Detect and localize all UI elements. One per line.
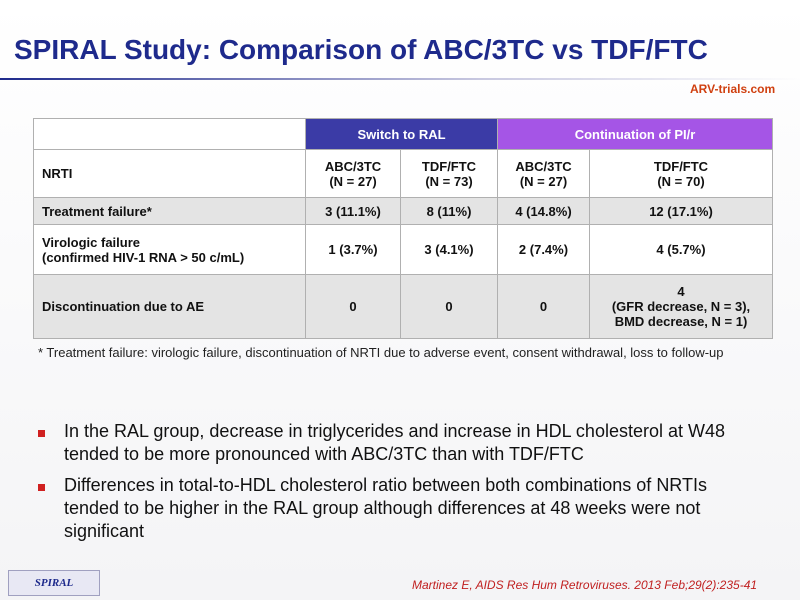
cell-text: Virologic failure (42, 234, 141, 250)
cell-text: 0 (349, 299, 357, 314)
cell-text: 4 (677, 284, 685, 299)
cell-text: 3 (11.1%) (325, 203, 381, 219)
cell-text: 0 (539, 299, 548, 314)
table-cell: 3 (11.1%) (305, 197, 401, 225)
cell-text: (GFR decrease, N = 3), (611, 299, 751, 314)
table-cell: TDF/FTC (N = 73) (400, 149, 498, 198)
cell-text: (N = 27) (519, 173, 568, 189)
citation: Martinez E, AIDS Res Hum Retroviruses. 2… (412, 578, 758, 592)
cell-text: 4 (14.8%) (515, 203, 572, 219)
table-cell: 8 (11%) (400, 197, 498, 225)
cell-text: TDF/FTC (653, 158, 709, 174)
cell-text: 12 (17.1%) (649, 203, 713, 219)
table-cell: 4 (GFR decrease, N = 3), BMD decrease, N =… (589, 274, 773, 339)
cell-text: TDF/FTC (421, 158, 477, 174)
group-header: Switch to RAL (305, 118, 498, 150)
cell-text: Discontinuation due to AE (42, 299, 205, 314)
group-header: Continuation of PI/r (497, 118, 773, 150)
row-label: Discontinuation due to AE (33, 274, 306, 339)
title-rule (0, 78, 800, 80)
row-label: Treatment failure* (33, 197, 306, 225)
cell-text: 8 (11%) (426, 203, 472, 219)
cell-text: 2 (7.4%) (518, 242, 569, 257)
table-cell: ABC/3TC (N = 27) (305, 149, 401, 198)
table-cell: 12 (17.1%) (589, 197, 773, 225)
row-label: NRTI (33, 149, 306, 198)
bullet: Differences in total-to-HDL cholesterol … (64, 475, 707, 541)
empty-cell (33, 118, 306, 150)
cell-text: (N = 70) (657, 173, 705, 189)
cell-text: ABC/3TC (324, 158, 382, 174)
cell-text: NRTI (42, 166, 73, 181)
cell-text: BMD decrease, N = 1) (614, 314, 748, 329)
slide-title: SPIRAL Study: Comparison of ABC/3TC vs T… (14, 34, 708, 65)
cell-text: (N = 27) (329, 173, 377, 189)
table-cell: 0 (497, 274, 590, 339)
row-label: Virologic failure (confirmed HIV-1 RNA > … (33, 224, 306, 275)
table-cell: 4 (5.7%) (589, 224, 773, 275)
cell-text: 0 (445, 299, 453, 314)
bullet: In the RAL group, decrease in triglyceri… (64, 421, 726, 464)
cell-text: Continuation of PI/r (574, 126, 696, 142)
table-cell: 0 (305, 274, 401, 339)
cell-text: Treatment failure* (42, 203, 152, 219)
cell-text: ABC/3TC (515, 158, 572, 174)
logo: ARV-trials.com (690, 82, 776, 96)
bullet-marker (38, 484, 45, 491)
cell-text: (N = 73) (425, 173, 473, 189)
table-cell: 1 (3.7%) (305, 224, 401, 275)
bullet-marker (38, 430, 45, 437)
cell-text: (confirmed HIV-1 RNA > 50 c/mL) (42, 249, 245, 265)
cell-text: 1 (3.7%) (328, 242, 378, 257)
cell-text: 4 (5.7%) (656, 242, 706, 257)
table-cell: 3 (4.1%) (400, 224, 498, 275)
table-cell: 2 (7.4%) (497, 224, 590, 275)
table-cell: 0 (400, 274, 498, 339)
table-cell: TDF/FTC (N = 70) (589, 149, 773, 198)
table-cell: ABC/3TC (N = 27) (497, 149, 590, 198)
cell-text: Switch to RAL (357, 126, 446, 142)
cell-text: 3 (4.1%) (424, 242, 474, 257)
footer-label: SPIRAL (8, 570, 100, 596)
footnote: * Treatment failure: virologic failure, … (38, 345, 724, 360)
table-cell: 4 (14.8%) (497, 197, 590, 225)
